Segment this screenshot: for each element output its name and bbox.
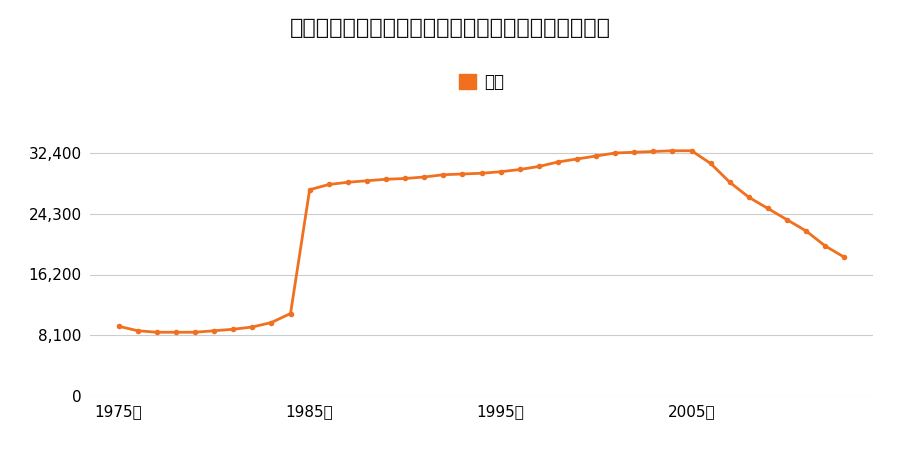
Legend: 価格: 価格 [453,67,510,98]
Text: 青森県青森市大字荒川字柴田５番ほか１筆の地価推移: 青森県青森市大字荒川字柴田５番ほか１筆の地価推移 [290,18,610,38]
